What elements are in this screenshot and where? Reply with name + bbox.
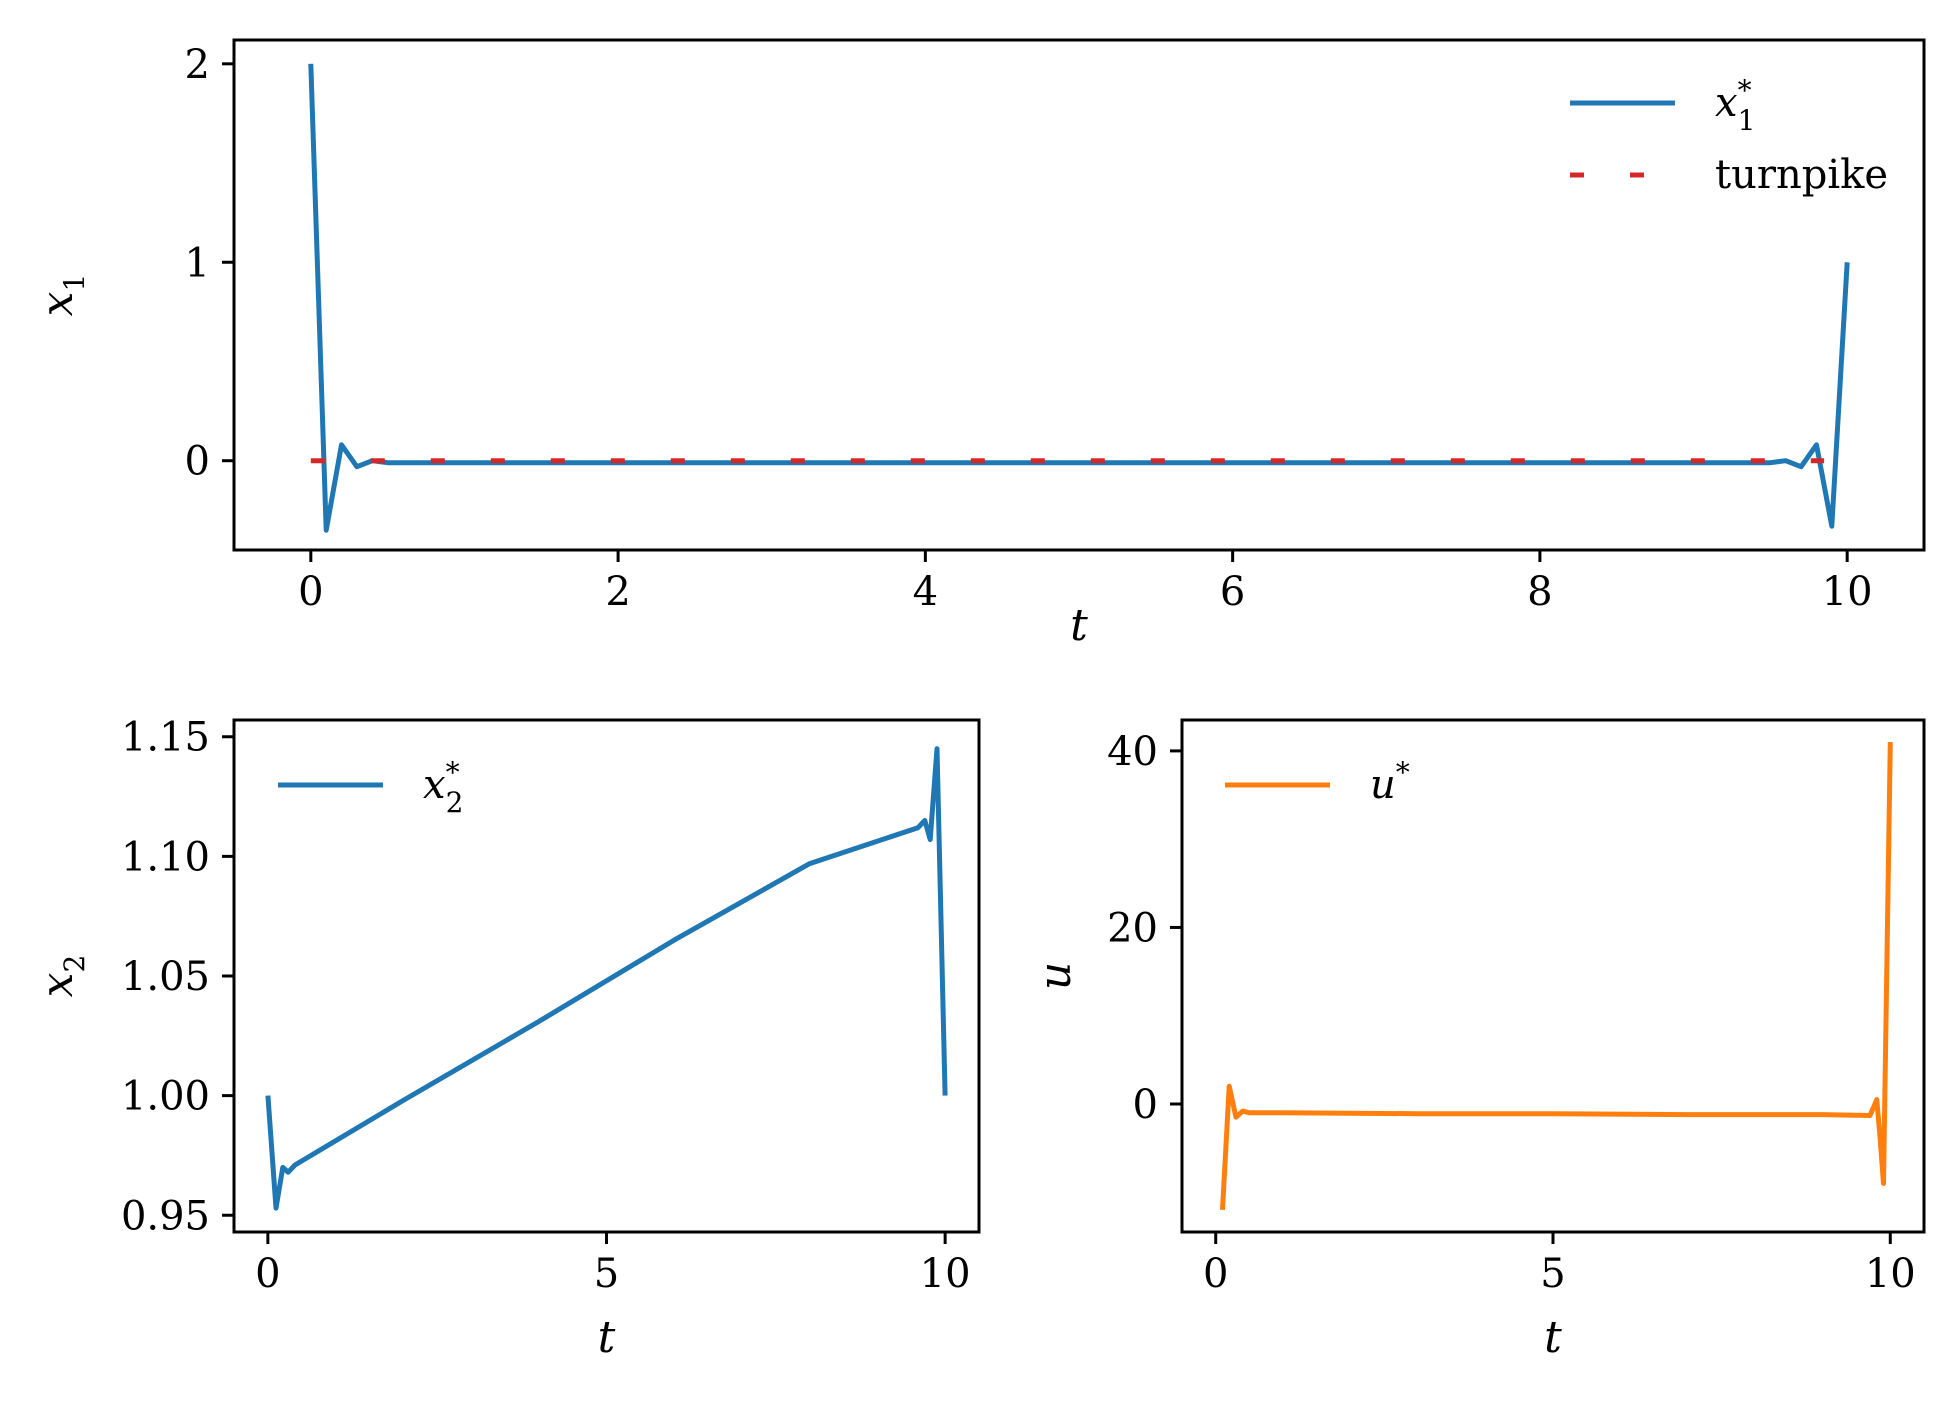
x-axis-label: t [1544,1312,1562,1363]
legend-label: turnpike [1715,152,1888,198]
x-tick-label: 8 [1527,569,1552,615]
y-tick-label: 0.95 [121,1193,210,1239]
plot-frame [1180,718,1926,1234]
x-axis-label: t [598,1312,616,1363]
x-tick-label: 4 [913,569,938,615]
y-axis-label: u [1030,962,1081,990]
plot-frame [232,38,1926,552]
x-tick-label: 0 [1203,1251,1228,1297]
x-tick-label: 10 [920,1251,971,1297]
y-tick-label: 0 [1133,1082,1158,1128]
subplot-1: 0 2 4 6 8 10 0 1 2 t x1 x* 1 turnpike [32,38,1926,651]
y-tick-label: 40 [1107,729,1158,775]
subplot-3: 0 5 10 0 20 40 t u u* [1030,718,1926,1363]
y-tick-label: 1.05 [121,954,210,1000]
y-tick-label: 2 [185,42,210,88]
x-tick-label: 0 [255,1251,280,1297]
x-tick-label: 2 [605,569,630,615]
y-tick-label: 1.00 [121,1074,210,1120]
subplot-2: 0 5 10 0.95 1.00 1.05 1.10 1.15 t x2 x* 2 [32,715,981,1363]
y-tick-label: 20 [1107,905,1158,951]
y-tick-label: 1.10 [121,834,210,880]
y-axis-label: x1 [32,274,91,317]
x-axis-label: t [1070,600,1088,651]
y-axis-label: x2 [32,955,91,998]
x-tick-label: 5 [1540,1251,1565,1297]
y-tick-label: 0 [185,439,210,485]
series-line-1 [308,63,1850,533]
series-line-1 [1220,742,1893,1211]
plot-frame [232,718,981,1234]
x-tick-label: 6 [1220,569,1245,615]
legend-label: u* [1370,756,1410,808]
x-tick-label: 10 [1822,569,1873,615]
legend-label: x* 1 [1715,74,1755,137]
series-line-1 [265,746,948,1211]
x-tick-label: 0 [298,569,323,615]
y-tick-label: 1 [185,240,210,286]
legend-label: x* 2 [423,756,463,819]
x-tick-label: 10 [1865,1251,1916,1297]
y-tick-label: 1.15 [121,715,210,761]
x-tick-label: 5 [594,1251,619,1297]
